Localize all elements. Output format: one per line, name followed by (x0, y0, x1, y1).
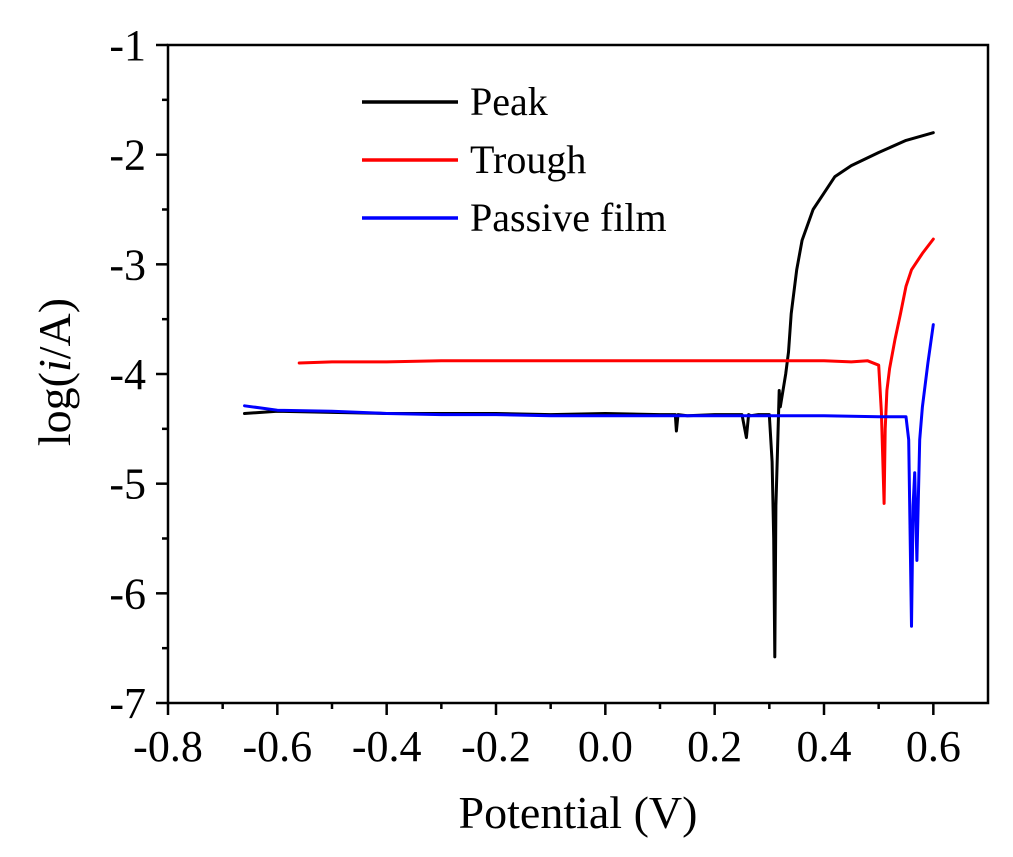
series-line-trough (297, 237, 935, 505)
y-tick-label: -2 (109, 131, 146, 180)
x-tick-label: -0.8 (133, 722, 203, 771)
x-tick-label: 0.2 (687, 722, 742, 771)
plot-frame (166, 43, 990, 705)
y-axis-title-italic: i (29, 359, 80, 372)
legend-label: Trough (470, 137, 586, 182)
y-axis-title-suffix: /A) (29, 298, 80, 359)
y-tick-label: -5 (109, 460, 146, 509)
series-line-passive-film (243, 323, 935, 628)
x-tick-label: -0.6 (243, 722, 313, 771)
y-axis-title-prefix: log( (29, 372, 80, 446)
x-tick-label: 0.6 (906, 722, 961, 771)
x-tick-label: -0.4 (352, 722, 422, 771)
legend-label: Passive film (470, 195, 667, 240)
y-axis-title: log(i/A) (29, 298, 80, 446)
legend-label: Peak (470, 79, 548, 124)
tick-labels: -0.8 -0.6 -0.4 -0.2 0.0 0.2 0.4 0.6 -1 -2 -3 -4 -5 -6… (109, 21, 960, 771)
y-tick-label: -1 (109, 21, 146, 70)
y-tick-label: -4 (109, 350, 146, 399)
x-tick-label: 0.4 (797, 722, 852, 771)
x-axis-title: Potential (V) (459, 787, 698, 838)
x-tick-label: 0.0 (578, 722, 633, 771)
x-tick-label: -0.2 (461, 722, 531, 771)
y-tick-label: -6 (109, 569, 146, 618)
y-tick-label: -7 (109, 679, 146, 728)
y-tick-label: -3 (109, 240, 146, 289)
legend: Peak Trough Passive film (362, 79, 667, 240)
series-layer (243, 131, 935, 659)
